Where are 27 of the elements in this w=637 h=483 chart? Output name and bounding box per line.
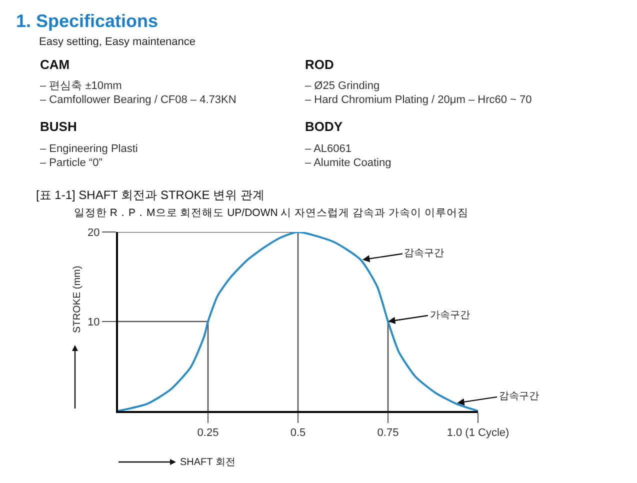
x-tick-label: 0.5 xyxy=(290,427,306,440)
annotation: 감속구간 xyxy=(499,391,539,402)
chart-title: [표 1-1] SHAFT 회전과 STROKE 변위 관계 xyxy=(36,188,264,202)
text: – Particle “0” xyxy=(40,157,103,169)
text: – Camfollower Bearing / CF08 – 4.73KN xyxy=(40,94,236,106)
x-tick-label: 1.0 (1 Cycle) xyxy=(446,427,510,440)
y-tick-label: 10 xyxy=(88,316,100,328)
text: 1. Specifications xyxy=(16,11,158,31)
text: ROD xyxy=(305,57,334,72)
x-tick-label: 0.25 xyxy=(197,427,219,440)
text: Easy setting, Easy maintenance xyxy=(39,36,196,48)
text: BODY xyxy=(305,119,343,134)
text: – Ø25 Grinding xyxy=(305,80,380,92)
chart-subtitle: 일정한 R．P．M으로 회전해도 UP/DOWN 시 자연스럽게 감속과 가속이 이루어짐 xyxy=(74,207,468,219)
y-axis-title: STROKE (mm) xyxy=(72,266,83,333)
text: BUSH xyxy=(40,119,77,134)
text: CAM xyxy=(40,57,70,72)
text: – Alumite Coating xyxy=(305,157,392,169)
text: – AL6061 xyxy=(305,143,352,155)
text: – 편심축 ±10mm xyxy=(40,80,122,92)
annotation: 가속구간 xyxy=(430,310,470,321)
text: – Hard Chromium Plating / 20μm – Hrc60 ~ 70 xyxy=(305,94,532,106)
y-tick-label: 20 xyxy=(88,226,100,239)
x-tick-label: 0.75 xyxy=(377,427,399,440)
annotation: 감속구간 xyxy=(404,248,444,259)
text: – Engineering Plasti xyxy=(40,143,138,155)
x-axis-title: SHAFT 회전 xyxy=(180,457,236,468)
